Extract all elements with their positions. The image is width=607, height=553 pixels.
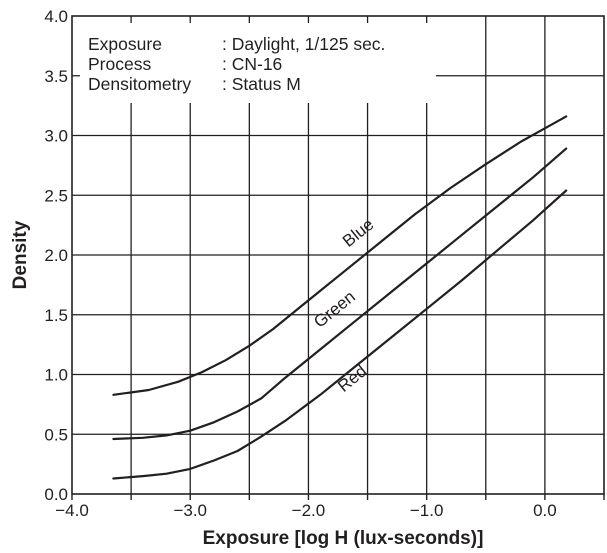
plot-frame (71, 15, 605, 500)
tick-labels: −4.0 −3.0 −2.0 −1.0 0.0 0.0 0.5 1.0 1.5 2.0 2.5 3.0… (44, 7, 556, 520)
info-box-background (80, 23, 436, 103)
y-tick-label: 4.0 (44, 7, 68, 26)
info-value-process: : CN-16 (222, 54, 282, 74)
y-tick-label: 1.5 (44, 306, 68, 325)
info-value-densitometry: : Status M (222, 74, 301, 94)
x-tick-label: −2.0 (292, 501, 326, 520)
curve-green (112, 147, 568, 441)
y-tick-label: 3.0 (44, 127, 68, 146)
x-tick-label: −3.0 (173, 501, 207, 520)
y-tick-label: 2.0 (44, 246, 68, 265)
y-axis-label: Density (10, 220, 31, 289)
y-tick-label: 0.0 (44, 485, 68, 504)
curves (112, 115, 568, 480)
x-tick-label: 0.0 (533, 501, 557, 520)
curve-blue (112, 115, 568, 396)
x-tick-label: −4.0 (55, 501, 89, 520)
info-key-process: Process (88, 54, 151, 74)
info-key-exposure: Exposure (88, 34, 162, 54)
curve-label-blue: Blue (339, 215, 377, 251)
curve-red (112, 189, 568, 480)
plot-border (71, 15, 605, 495)
y-tick-label: 0.5 (44, 425, 68, 444)
info-key-densitometry: Densitometry (88, 74, 191, 94)
x-axis-label: Exposure [log H (lux-seconds)] (203, 528, 484, 549)
x-tick-label: −1.0 (410, 501, 444, 520)
y-tick-label: 1.0 (44, 366, 68, 385)
info-box: Exposure : Daylight, 1/125 sec. Process … (88, 34, 385, 94)
y-tick-label: 2.5 (44, 186, 68, 205)
y-tick-label: 3.5 (44, 67, 68, 86)
info-value-exposure: : Daylight, 1/125 sec. (222, 34, 385, 54)
curve-label-red: Red (334, 361, 370, 395)
